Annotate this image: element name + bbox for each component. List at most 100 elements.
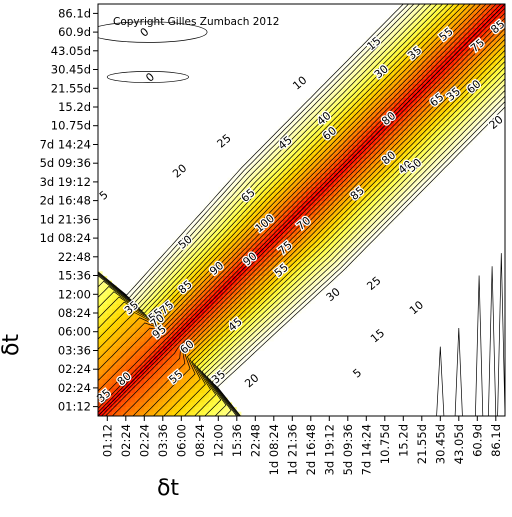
heatmap-cell — [195, 406, 201, 412]
heatmap-cell — [296, 186, 302, 192]
heatmap-cell — [162, 97, 168, 103]
heatmap-cell — [107, 205, 113, 211]
heatmap-cell — [209, 219, 215, 225]
heatmap-cell — [259, 139, 265, 145]
heatmap-cell — [296, 191, 302, 197]
heatmap-cell — [98, 397, 104, 403]
heatmap-cell — [333, 78, 339, 84]
heatmap-cell — [176, 102, 182, 108]
heatmap-cell — [338, 228, 344, 234]
heatmap-cell — [324, 401, 330, 408]
heatmap-cell — [130, 242, 136, 248]
heatmap-cell — [172, 247, 178, 253]
heatmap-cell — [269, 88, 275, 94]
heatmap-cell — [246, 121, 252, 127]
heatmap-cell — [324, 289, 330, 295]
heatmap-cell — [185, 69, 191, 75]
heatmap-cell — [232, 383, 238, 389]
heatmap-cell — [264, 69, 270, 75]
heatmap-cell — [116, 210, 122, 216]
heatmap-cell — [148, 111, 154, 117]
heatmap-cell — [167, 331, 173, 337]
heatmap-cell — [250, 74, 256, 80]
heatmap-cell — [338, 200, 344, 206]
heatmap-cell — [116, 284, 122, 290]
heatmap-cell — [315, 383, 321, 389]
heatmap-cell — [259, 41, 265, 47]
heatmap-cell — [283, 92, 289, 99]
heatmap-cell — [269, 172, 275, 178]
heatmap-cell — [116, 308, 122, 314]
heatmap-cell — [176, 411, 182, 416]
heatmap-cell — [139, 280, 145, 286]
heatmap-cell — [292, 158, 298, 164]
heatmap-cell — [144, 303, 150, 309]
heatmap-cell — [181, 135, 187, 141]
heatmap-cell — [236, 55, 242, 61]
heatmap-cell — [98, 116, 104, 122]
heatmap-cell — [172, 373, 178, 379]
heatmap-cell — [130, 4, 136, 10]
heatmap-cell — [222, 406, 228, 412]
heatmap-cell — [329, 144, 335, 150]
heatmap-cell — [273, 149, 279, 155]
heatmap-cell — [204, 13, 210, 19]
heatmap-cell — [227, 144, 233, 150]
heatmap-cell — [195, 303, 201, 309]
heatmap-cell — [236, 107, 242, 113]
heatmap-cell — [153, 158, 159, 164]
heatmap-cell — [306, 355, 312, 361]
heatmap-cell — [130, 50, 136, 56]
heatmap-cell — [111, 111, 117, 117]
heatmap-cell — [250, 303, 256, 309]
heatmap-cell — [222, 27, 228, 33]
heatmap-cell — [158, 383, 164, 389]
heatmap-cell — [241, 313, 247, 319]
heatmap-cell — [320, 210, 326, 216]
heatmap-cell — [185, 88, 191, 94]
heatmap-cell — [121, 303, 127, 309]
heatmap-cell — [306, 359, 312, 365]
heatmap-cell — [176, 275, 182, 281]
heatmap-cell — [162, 266, 168, 272]
heatmap-cell — [144, 55, 150, 61]
heatmap-cell — [125, 378, 131, 384]
heatmap-cell — [98, 219, 104, 225]
heatmap-cell — [121, 275, 127, 281]
heatmap-cell — [352, 97, 358, 103]
heatmap-cell — [116, 149, 122, 155]
heatmap-cell — [130, 167, 136, 173]
heatmap-cell — [144, 266, 150, 272]
heatmap-cell — [301, 167, 307, 173]
heatmap-cell — [153, 64, 159, 70]
heatmap-cell — [102, 195, 108, 202]
heatmap-cell — [135, 158, 141, 164]
heatmap-cell — [352, 313, 358, 319]
heatmap-cell — [102, 401, 108, 408]
heatmap-cell — [209, 13, 215, 19]
heatmap-cell — [343, 41, 349, 47]
heatmap-cell — [329, 22, 335, 28]
heatmap-cell — [195, 261, 201, 267]
heatmap-cell — [315, 139, 321, 145]
heatmap-cell — [148, 224, 154, 230]
heatmap-cell — [329, 116, 335, 122]
heatmap-cell — [292, 55, 298, 61]
heatmap-cell — [329, 219, 335, 225]
heatmap-cell — [148, 238, 154, 244]
heatmap-cell — [338, 256, 344, 262]
heatmap-cell — [162, 130, 168, 136]
heatmap-cell — [213, 378, 219, 384]
heatmap-cell — [269, 298, 275, 305]
heatmap-cell — [338, 195, 344, 202]
heatmap-cell — [343, 336, 349, 342]
heatmap-cell — [301, 177, 307, 183]
heatmap-cell — [172, 46, 178, 52]
heatmap-cell — [218, 27, 224, 33]
heatmap-cell — [329, 224, 335, 230]
heatmap-cell — [153, 121, 159, 127]
heatmap-cell — [213, 36, 219, 42]
heatmap-cell — [296, 411, 302, 416]
heatmap-cell — [167, 172, 173, 178]
heatmap-cell — [273, 322, 279, 328]
